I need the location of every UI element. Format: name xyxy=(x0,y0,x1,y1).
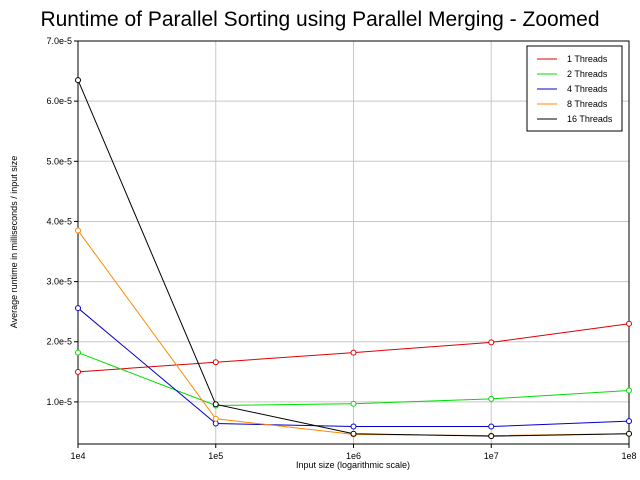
data-point xyxy=(75,77,81,84)
data-point xyxy=(350,423,357,430)
data-point xyxy=(488,339,495,346)
data-point xyxy=(350,349,357,356)
y-tick-label: 7.0e-5 xyxy=(46,36,72,46)
x-tick-label: 1e8 xyxy=(621,451,636,461)
data-point xyxy=(75,227,81,234)
x-tick-label: 1e4 xyxy=(70,451,85,461)
data-point xyxy=(350,400,357,407)
x-axis-label: Input size (logarithmic scale) xyxy=(296,460,410,470)
data-point xyxy=(488,395,495,402)
series-lines xyxy=(75,77,632,440)
x-tick-label: 1e6 xyxy=(346,451,361,461)
chart-title: Runtime of Parallel Sorting using Parall… xyxy=(40,8,600,31)
data-point xyxy=(75,349,81,356)
data-point xyxy=(212,401,219,408)
axis-ticks: 1e4 1e5 1e6 1e7 1e8 1.0e-5 2.0e-5 3.0e-5 4.0e-5 5… xyxy=(46,36,636,461)
data-point xyxy=(488,423,495,430)
y-tick-label: 5.0e-5 xyxy=(46,156,72,166)
y-tick-label: 4.0e-5 xyxy=(46,216,72,226)
data-point xyxy=(212,415,219,422)
legend-entry-label: 1 Threads xyxy=(567,54,608,64)
data-point xyxy=(626,418,632,425)
legend-entry-label: 4 Threads xyxy=(567,84,608,94)
data-point xyxy=(626,430,632,437)
data-point xyxy=(75,305,81,312)
y-axis-label: Average runtime in milliseconds / input … xyxy=(9,156,19,328)
legend-entry-label: 2 Threads xyxy=(567,69,608,79)
y-tick-label: 2.0e-5 xyxy=(46,337,72,347)
legend-entry-label: 8 Threads xyxy=(567,99,608,109)
data-point xyxy=(626,320,632,327)
data-point xyxy=(75,368,81,375)
y-tick-label: 3.0e-5 xyxy=(46,277,72,287)
x-tick-label: 1e7 xyxy=(484,451,499,461)
data-point xyxy=(212,420,219,427)
legend-entry-label: 16 Threads xyxy=(567,114,613,124)
data-point xyxy=(488,433,495,440)
y-tick-label: 6.0e-5 xyxy=(46,96,72,106)
y-tick-label: 1.0e-5 xyxy=(46,397,72,407)
data-point xyxy=(350,430,357,437)
data-point xyxy=(212,359,219,366)
data-point xyxy=(626,387,632,394)
x-tick-label: 1e5 xyxy=(208,451,223,461)
legend: 1 Threads 2 Threads 4 Threads 8 Threads 16 T… xyxy=(526,45,623,132)
